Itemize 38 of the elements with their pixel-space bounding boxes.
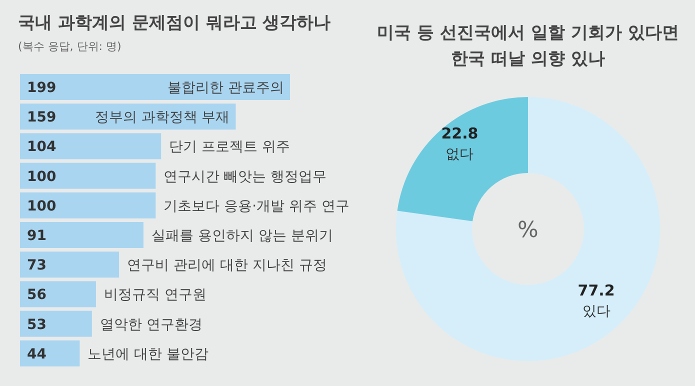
y-tick-label: 실패를 용인하지 않는 분위기 xyxy=(151,228,333,244)
data-label: 100 xyxy=(27,198,56,214)
data-label: 104 xyxy=(27,139,56,156)
chart-title: 미국 등 선진국에서 일할 기회가 있다면 한국 떠날 의향 있나 xyxy=(377,23,679,69)
chart-subtitle: (복수 응답, 단위: 명) xyxy=(18,40,122,53)
data-label: 53 xyxy=(27,316,46,333)
bar xyxy=(20,281,96,308)
y-tick-label: 연구비 관리에 대한 지나친 규정 xyxy=(127,258,327,274)
data-label: 159 xyxy=(27,110,56,126)
data-label: 77.2 xyxy=(578,281,615,300)
text: % xyxy=(518,218,538,243)
data-label: 91 xyxy=(27,228,46,244)
slice-label: 있다 xyxy=(582,303,610,320)
bar xyxy=(20,222,144,248)
chart-title: 국내 과학계의 문제점이 뭐라고 생각하나 xyxy=(18,13,331,33)
bar xyxy=(20,310,92,337)
y-tick-label: 비정규직 연구원 xyxy=(104,287,206,304)
y-tick-label: 불합리한 관료주의 xyxy=(168,80,284,96)
y-tick-label: 정부의 과학정책 부재 xyxy=(94,110,230,126)
donut-slice xyxy=(396,97,660,361)
data-label: 73 xyxy=(27,258,46,274)
data-label: 100 xyxy=(27,168,56,185)
y-tick-label: 열악한 연구환경 xyxy=(100,316,202,333)
bar xyxy=(20,162,156,189)
data-label: 56 xyxy=(27,287,46,304)
bar xyxy=(20,133,162,160)
bar xyxy=(20,252,120,278)
y-tick-label: 연구시간 빼앗는 행정업무 xyxy=(164,168,327,185)
y-tick-label: 기초보다 응용·개발 위주 연구 xyxy=(164,198,350,214)
bar xyxy=(20,192,156,218)
data-label: 44 xyxy=(27,346,47,362)
slice-label: 없다 xyxy=(446,146,474,163)
bar xyxy=(20,340,80,366)
data-label: 22.8 xyxy=(441,124,478,143)
y-tick-label: 노년에 대한 불안감 xyxy=(88,346,209,362)
data-label: 199 xyxy=(27,80,56,96)
y-tick-label: 단기 프로젝트 위주 xyxy=(169,139,290,156)
donut-slice xyxy=(397,97,528,222)
